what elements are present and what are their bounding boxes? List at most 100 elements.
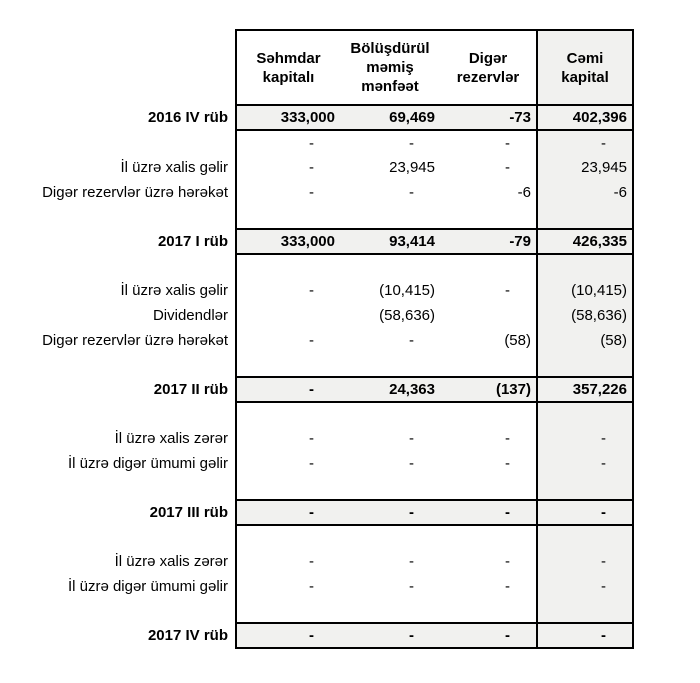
value-cell: - (536, 426, 634, 451)
value-cell: - (505, 455, 510, 472)
value-cell: - (235, 180, 340, 205)
value-cell: - (536, 499, 634, 526)
value-cell (440, 254, 537, 278)
value-cell: -73 (440, 104, 537, 131)
value-cell: - (409, 332, 414, 349)
row-label: İl üzrə digər ümumi gəlir (67, 578, 228, 595)
row-label: 2017 IV rüb (147, 627, 228, 644)
value-cell: -6 (536, 180, 634, 205)
value-cell: - (505, 282, 510, 299)
value-cell: - (235, 426, 340, 451)
header-label-spacer (0, 30, 236, 105)
column-header-share-capital: Səhmdar kapitalı (235, 29, 340, 106)
value-cell (536, 254, 634, 278)
row-label: İl üzrə xalis zərər (114, 430, 228, 447)
value-cell: - (409, 578, 414, 595)
value-cell: -6 (517, 184, 531, 201)
equity-changes-table: Səhmdar kapitalı Bölüşdürül məmiş mənfəə… (0, 29, 634, 649)
value-cell: - (235, 155, 340, 180)
spacer-row (0, 599, 634, 623)
value-cell: - (235, 622, 340, 649)
row-label: İl üzrə xalis gəlir (120, 159, 228, 176)
detail-row: Dividendlər (58,636) (58,636) (0, 303, 634, 328)
quarter-total-row: 2016 IV rüb 333,000 69,469 -73 402,396 (0, 104, 634, 131)
value-cell: 426,335 (536, 228, 634, 255)
spacer-row (0, 205, 634, 229)
spacer-row (0, 525, 634, 549)
value-cell (340, 353, 440, 377)
value-cell (235, 254, 340, 278)
value-cell (235, 525, 340, 549)
row-label: 2017 III rüb (149, 504, 228, 521)
detail-row: ---- (0, 130, 634, 155)
detail-row: İl üzrə xalis gəlir -23,945-23,945 (0, 155, 634, 180)
value-cell: - (235, 499, 340, 526)
detail-row: Digər rezervlər üzrə hərəkət - - (58) (58) (0, 328, 634, 353)
value-cell (340, 254, 440, 278)
value-cell: - (440, 499, 537, 526)
value-cell: (10,415) (379, 282, 435, 299)
detail-row: İl üzrə digər ümumi gəlir - - - - (0, 451, 634, 476)
spacer-row (0, 254, 634, 278)
value-cell: (58) (504, 332, 531, 349)
quarter-total-row: 2017 III rüb - - - - (0, 499, 634, 526)
value-cell (536, 402, 634, 426)
value-cell (440, 525, 537, 549)
spacer-row (0, 353, 634, 377)
row-label: 2017 II rüb (153, 381, 228, 398)
row-label (0, 205, 236, 229)
value-cell (536, 353, 634, 377)
value-cell (440, 599, 537, 623)
value-cell: - (536, 451, 634, 476)
value-cell: - (505, 159, 510, 176)
value-cell (536, 205, 634, 229)
value-cell: - (409, 455, 414, 472)
value-cell: 333,000 (235, 104, 340, 131)
value-cell: - (505, 430, 510, 447)
quarter-total-row: 2017 II rüb -24,363 (137) 357,226 (0, 376, 634, 403)
value-cell (235, 476, 340, 500)
row-label: 2016 IV rüb (147, 109, 228, 126)
detail-row: İl üzrə digər ümumi gəlir - - - - (0, 574, 634, 599)
row-label: İl üzrə digər ümumi gəlir (67, 455, 228, 472)
detail-row: İl üzrə xalis gəlir - (10,415) - (10,415) (0, 278, 634, 303)
row-label (0, 130, 236, 155)
spacer-row (0, 476, 634, 500)
value-cell (340, 402, 440, 426)
row-label (0, 402, 236, 426)
value-cell: (58,636) (379, 307, 435, 324)
value-cell: - (536, 549, 634, 574)
value-cell: (10,415) (536, 278, 634, 303)
value-cell: 24,363 (340, 376, 440, 403)
value-cell: - (235, 574, 340, 599)
value-cell: - (409, 553, 414, 570)
row-label (0, 525, 236, 549)
row-label (0, 353, 236, 377)
value-cell: - (235, 278, 340, 303)
row-label: 2017 I rüb (157, 233, 228, 250)
detail-row: İl üzrə xalis zərər - - - - (0, 549, 634, 574)
value-cell (340, 476, 440, 500)
value-cell: - (235, 549, 340, 574)
value-cell (235, 353, 340, 377)
value-cell: - (505, 134, 510, 152)
value-cell: 333,000 (235, 228, 340, 255)
quarter-total-row: 2017 IV rüb - - - - (0, 622, 634, 649)
value-cell (536, 525, 634, 549)
spacer-row (0, 402, 634, 426)
value-cell: - (235, 451, 340, 476)
value-cell: -79 (440, 228, 537, 255)
value-cell (235, 205, 340, 229)
row-label: Digər rezervlər üzrə hərəkət (42, 332, 228, 349)
value-cell (440, 303, 537, 328)
row-label: İl üzrə xalis zərər (114, 553, 228, 570)
value-cell (340, 525, 440, 549)
value-cell (340, 599, 440, 623)
value-cell: 402,396 (536, 104, 634, 131)
value-cell: - (440, 622, 537, 649)
value-cell: - (536, 622, 634, 649)
value-cell: (58) (536, 328, 634, 353)
detail-row: Digər rezervlər üzrə hərəkət - - -6 -6 (0, 180, 634, 205)
value-cell: - (409, 430, 414, 447)
row-label: Dividendlər (152, 307, 228, 324)
